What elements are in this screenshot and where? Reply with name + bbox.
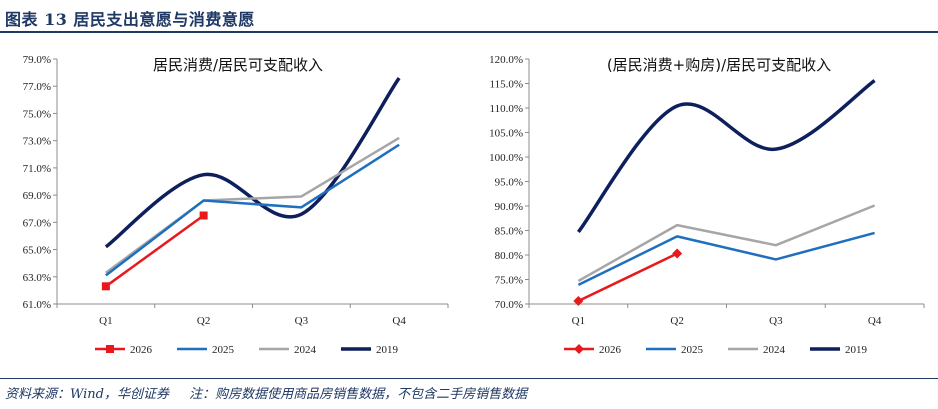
y-tick-label: 73.0% [23, 136, 51, 148]
series-line-2026 [105, 214, 205, 288]
figure-title: 图表 13 居民支出意愿与消费意愿 [5, 10, 255, 29]
legend-marker-2026 [106, 345, 114, 353]
y-tick-label: 75.0% [495, 275, 523, 287]
y-tick-label: 80.0% [495, 250, 523, 262]
y-tick-label: 120.0% [489, 54, 523, 66]
chart-consumption-ratio: 61.0% 63.0% 65.0% 67.0% 69.0% 71.0% 73.0% 75.0%… [23, 54, 449, 356]
chart-title: 居民消费/居民可支配收入 [153, 56, 323, 74]
legend-label-2026: 2026 [599, 344, 622, 356]
x-tick-label: Q2 [670, 315, 683, 327]
x-tick-label: Q3 [295, 315, 309, 327]
x-tick-label: Q1 [99, 315, 112, 327]
legend-label-2024: 2024 [294, 344, 317, 356]
series-line-2025 [577, 231, 875, 287]
y-tick-label: 110.0% [489, 103, 523, 115]
y-tick-label: 71.0% [23, 163, 51, 175]
y-tick-label: 85.0% [495, 226, 523, 238]
x-tick-label: Q4 [392, 315, 406, 327]
series-line-2025 [105, 143, 400, 277]
chart-panel-left: 61.0% 63.0% 65.0% 67.0% 69.0% 71.0% 73.0% 75.0%… [0, 34, 469, 376]
source-note: 资料来源：Wind，华创证券 [5, 387, 169, 402]
series-line-2026 [577, 252, 678, 303]
y-tick-label: 65.0% [23, 245, 51, 257]
y-tick-label: 61.0% [23, 299, 51, 311]
footer-divider [0, 378, 938, 379]
data-point-2026 [672, 248, 683, 259]
legend-label-2025: 2025 [212, 344, 235, 356]
y-tick-label: 67.0% [23, 217, 51, 229]
figure-header: 图表 13 居民支出意愿与消费意愿 [0, 0, 938, 34]
y-tick-label: 105.0% [489, 128, 523, 140]
data-point-2026 [101, 282, 110, 291]
x-tick-label: Q1 [572, 315, 585, 327]
chart-consumption-housing-ratio: 70.0% 75.0% 80.0% 85.0% 90.0% 95.0% 100.0% 105.… [489, 54, 925, 356]
legend-label-2019: 2019 [845, 344, 868, 356]
y-tick-label: 100.0% [489, 152, 523, 164]
x-tick-label: Q4 [868, 315, 882, 327]
y-tick-label: 115.0% [489, 79, 523, 91]
x-tick-label: Q2 [197, 315, 210, 327]
y-tick-label: 79.0% [23, 54, 51, 66]
series-line-2024 [577, 204, 876, 283]
legend-label-2019: 2019 [376, 344, 399, 356]
series-line-2019 [104, 77, 401, 249]
data-point-2026 [199, 211, 208, 220]
y-tick-label: 69.0% [23, 190, 51, 202]
figure-footer: 资料来源：Wind，华创证券 注：购房数据使用商品房销售数据，不包含二手房销售数… [5, 383, 543, 402]
y-tick-label: 77.0% [23, 81, 51, 93]
header-divider [0, 31, 938, 33]
y-tick-label: 63.0% [23, 272, 51, 284]
chart-title: (居民消费+购房)/居民可支配收入 [607, 56, 831, 74]
data-point-2026 [573, 296, 584, 307]
y-tick-label: 70.0% [495, 299, 523, 311]
x-tick-label: Q3 [769, 315, 783, 327]
chart-panel-right: 70.0% 75.0% 80.0% 85.0% 90.0% 95.0% 100.0% 105.… [469, 34, 938, 376]
series-line-2019 [576, 79, 876, 234]
data-note: 注：购房数据使用商品房销售数据，不包含二手房销售数据 [189, 387, 528, 402]
legend-label-2025: 2025 [681, 344, 704, 356]
y-tick-label: 75.0% [23, 108, 51, 120]
legend-label-2026: 2026 [130, 344, 153, 356]
legend-marker-2026 [574, 344, 584, 354]
y-tick-label: 90.0% [495, 201, 523, 213]
y-tick-label: 95.0% [495, 177, 523, 189]
legend-label-2024: 2024 [763, 344, 786, 356]
